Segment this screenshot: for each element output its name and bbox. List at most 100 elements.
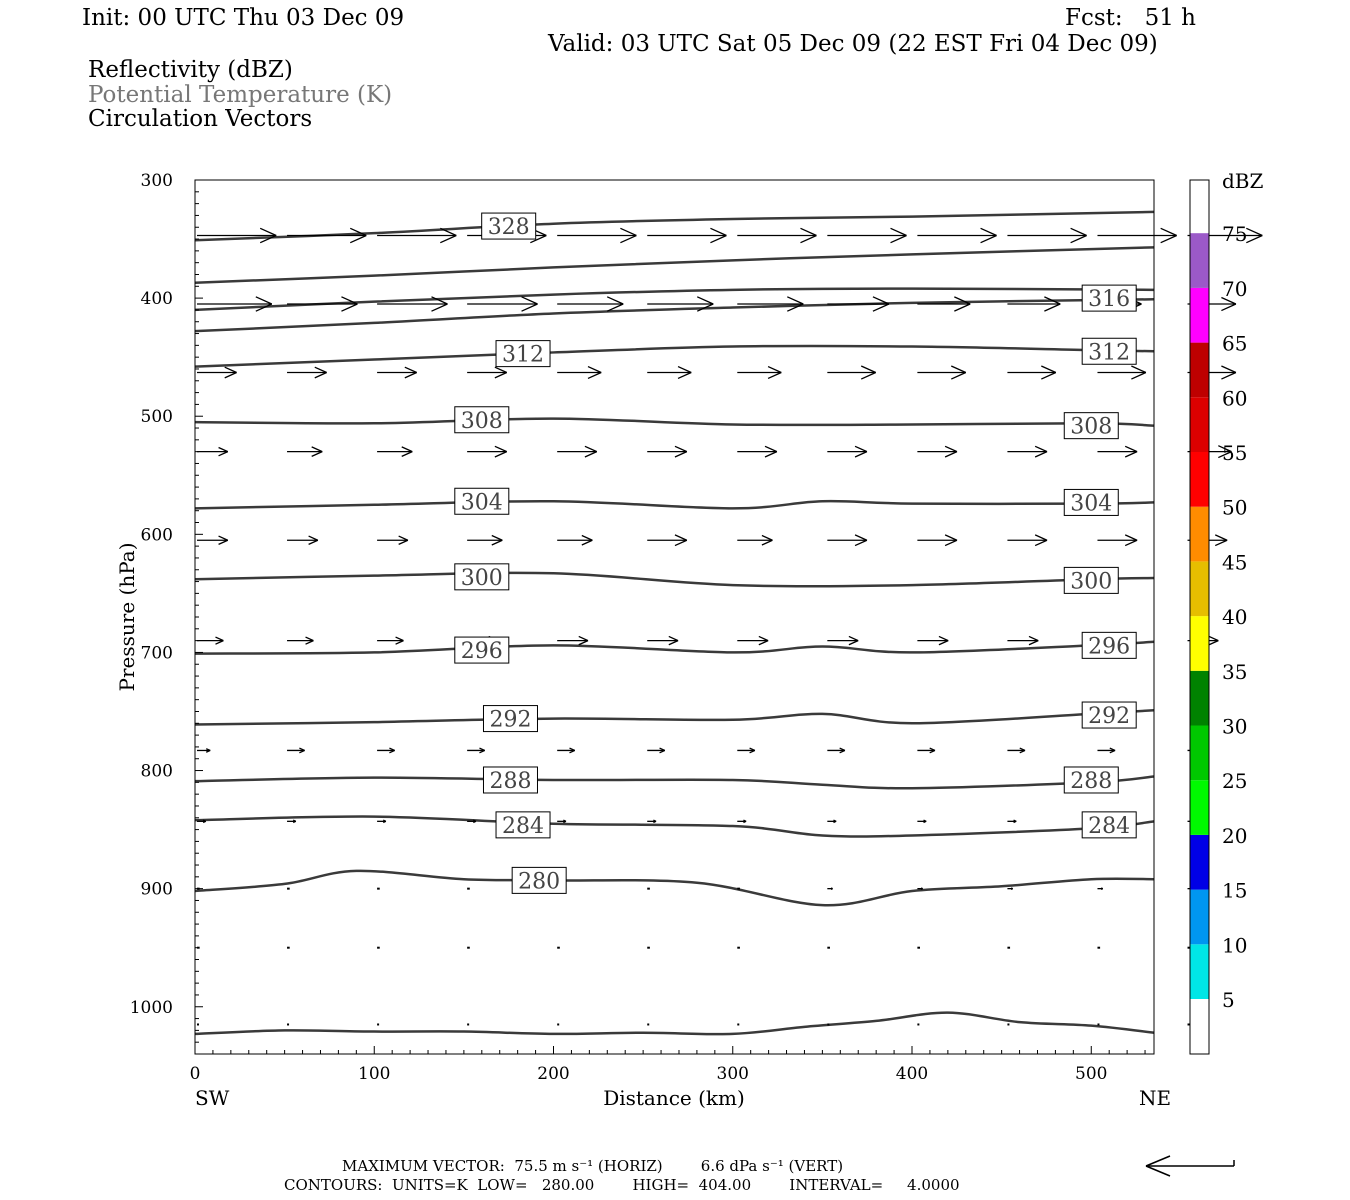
wind-vector [377,446,413,457]
forecast-hour: Fcst: 51 h [1065,5,1196,31]
contour-label: 280 [518,869,560,894]
colorbar-segment [1190,670,1209,726]
contour-label-box [1063,488,1119,516]
wind-vector [647,534,688,547]
wind-vector [467,747,486,754]
isentrope-300 [194,571,1155,588]
x-endpoint-ne: NE [1139,1086,1171,1110]
wind-vector [197,446,229,457]
contour-label-box [482,705,538,733]
wind-vector [1097,365,1147,380]
colorbar-label: 70 [1222,277,1247,301]
isentrope-316 [194,298,1155,333]
colorbar-label: 35 [1222,660,1247,684]
contour-label: 300 [461,566,503,591]
y-tick-label: 900 [141,880,173,900]
wind-vector [827,445,868,458]
colorbar-segment [1190,561,1209,617]
y-tick-label: 400 [141,289,173,309]
isentrope-308 [194,417,1155,427]
wind-vector [557,445,598,458]
wind-vector [1097,227,1177,244]
colorbar-segment [1190,616,1209,671]
contour-label-box [1063,766,1119,794]
wind-vector [917,445,958,458]
wind-vector [1007,534,1048,547]
colorbar-label: 75 [1222,222,1247,246]
wind-vector [917,365,967,380]
x-tick-label: 200 [537,1064,569,1084]
wind-vector [377,296,448,312]
wind-vector [467,366,508,379]
isentrope-304 [194,499,1155,510]
wind-vector [197,366,237,379]
contour-label-box [454,487,510,515]
wind-vector [827,819,837,824]
wind-vector [377,366,417,379]
contour-info: CONTOURS: UNITS=K LOW= 280.00 HIGH= 404.… [284,1176,960,1194]
contour-label-box [482,766,538,794]
colorbar-label: 45 [1222,550,1247,574]
wind-vector [827,534,868,547]
contour-label-box [1063,566,1119,594]
wind-vector [1007,296,1061,312]
field-circulation-vectors: Circulation Vectors [88,106,313,132]
wind-vector [287,446,323,457]
wind-vector [1007,887,1013,890]
wind-vector [1097,747,1116,754]
colorbar-segment [1190,834,1209,890]
wind-vector [287,819,297,824]
wind-vector [827,227,907,244]
isentrope-288 [194,775,1155,790]
wind-vector [1007,819,1017,824]
colorbar-label: 60 [1222,386,1247,410]
x-axis-label: Distance (km) [603,1086,745,1110]
contour-label: 292 [489,708,531,733]
y-axis-label: Pressure (hPa) [115,543,139,692]
isentrope-328 [194,210,1155,242]
wind-vector [197,819,207,824]
wind-vector [377,636,404,645]
contour-label: 312 [1088,340,1130,365]
wind-vector [287,296,358,312]
valid-time: Valid: 03 UTC Sat 05 Dec 09 (22 EST Fri … [548,31,1158,57]
x-tick-label: 400 [896,1064,928,1084]
colorbar-segment [1190,452,1209,507]
x-tick-label: 300 [717,1064,749,1084]
wind-vector [197,227,277,244]
isentrope-292 [194,709,1155,726]
contour-label-box [1081,337,1137,365]
wind-vector [1007,445,1048,458]
y-tick-label: 700 [141,643,173,663]
wind-vector [377,747,395,754]
isentrope-276 [194,1011,1155,1036]
contour-label-box [454,563,510,591]
wind-vector [557,819,567,824]
y-tick-label: 600 [141,525,173,545]
wind-vector [737,635,769,646]
wind-vector [647,747,666,754]
wind-vector [377,535,409,545]
colorbar-label: 20 [1222,824,1247,848]
wind-vector [287,636,314,645]
wind-vector [917,534,958,547]
contour-label: 308 [461,409,503,434]
wind-vector [287,747,305,754]
wind-vector [557,227,637,244]
colorbar-segment [1190,287,1209,343]
isentrope-280 [194,869,1155,907]
wind-vector [917,227,997,244]
wind-vector [827,887,833,890]
colorbar-label: 10 [1222,933,1247,957]
wind-vector [737,227,817,244]
wind-vector [917,296,971,312]
wind-vector [557,747,576,754]
field-reflectivity: Reflectivity (dBZ) [88,57,293,83]
y-tick-label: 500 [141,407,173,427]
wind-vector [197,748,211,753]
reference-vector-arrow-icon [1145,1155,1235,1177]
x-endpoint-sw: SW [195,1086,230,1110]
wind-vector [647,445,688,458]
wind-vector [197,296,273,312]
